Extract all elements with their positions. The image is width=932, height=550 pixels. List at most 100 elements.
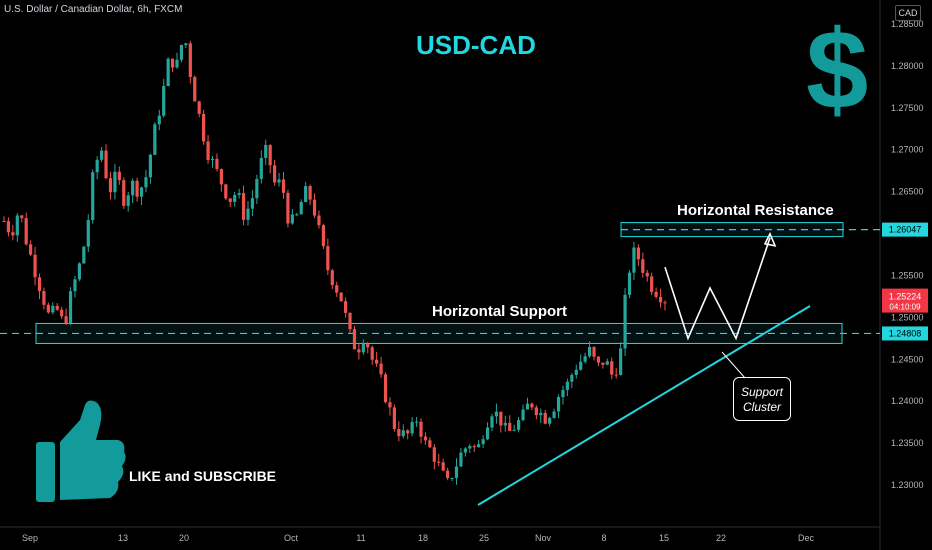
candle-body bbox=[366, 343, 370, 348]
candle-body bbox=[215, 158, 219, 170]
candle-body bbox=[490, 416, 494, 428]
candle-body bbox=[623, 294, 627, 349]
candle-body bbox=[379, 363, 383, 375]
candle-body bbox=[188, 43, 192, 77]
candle-body bbox=[312, 199, 317, 216]
candles-group bbox=[2, 40, 667, 485]
candle-body bbox=[397, 429, 401, 437]
candle-body bbox=[286, 192, 290, 224]
forecast-path bbox=[664, 237, 771, 341]
candle-body bbox=[423, 436, 428, 441]
candle-body bbox=[401, 430, 405, 437]
candle-body bbox=[468, 446, 472, 449]
cluster-line2: Cluster bbox=[742, 400, 781, 414]
x-tick-label: 13 bbox=[118, 533, 128, 543]
candle-body bbox=[530, 403, 534, 408]
candle-body bbox=[99, 150, 104, 160]
candle-body bbox=[650, 276, 654, 292]
candle-body bbox=[352, 329, 357, 350]
candle-body bbox=[348, 312, 352, 330]
resistance-price-tag: 1.26047 bbox=[889, 225, 922, 235]
candle-body bbox=[210, 158, 215, 160]
candle-body bbox=[60, 309, 64, 317]
candle-body bbox=[273, 165, 277, 183]
candle-body bbox=[170, 58, 175, 68]
candle-body bbox=[82, 246, 86, 264]
thumb-hand bbox=[60, 400, 126, 500]
candle-body bbox=[641, 259, 645, 273]
candle-body bbox=[459, 452, 463, 467]
y-tick-label: 1.23500 bbox=[891, 438, 924, 448]
candle-body bbox=[406, 430, 410, 434]
support-label: Horizontal Support bbox=[432, 303, 567, 320]
candle-body bbox=[224, 184, 228, 199]
candle-body bbox=[321, 225, 326, 247]
candle-body bbox=[392, 407, 396, 430]
x-tick-label: 15 bbox=[659, 533, 669, 543]
forecast-arrowhead bbox=[763, 231, 777, 247]
candle-body bbox=[343, 301, 348, 313]
candle-body bbox=[68, 291, 73, 324]
candle-body bbox=[525, 403, 530, 410]
chart-overlay-title: USD-CAD bbox=[416, 30, 536, 60]
candle-body bbox=[330, 270, 334, 286]
candle-body bbox=[2, 220, 6, 222]
candle-body bbox=[432, 447, 436, 462]
y-tick-label: 1.28000 bbox=[891, 61, 924, 71]
candle-body bbox=[375, 359, 379, 364]
y-tick-label: 1.25500 bbox=[891, 270, 924, 280]
candle-body bbox=[304, 186, 308, 203]
candle-body bbox=[126, 195, 130, 206]
thumb-cuff bbox=[36, 442, 55, 502]
candle-body bbox=[64, 316, 68, 324]
candle-body bbox=[517, 420, 521, 430]
symbol-header: U.S. Dollar / Canadian Dollar, 6h, FXCM bbox=[4, 4, 183, 15]
candle-body bbox=[596, 356, 601, 363]
candle-body bbox=[122, 180, 126, 206]
candle-body bbox=[268, 144, 272, 166]
candle-body bbox=[131, 180, 135, 196]
x-tick-label: Nov bbox=[535, 533, 552, 543]
candle-body bbox=[565, 381, 570, 390]
candle-body bbox=[51, 305, 55, 313]
cluster-line1: Support bbox=[740, 385, 784, 399]
current-price-tag: 1.25224 bbox=[889, 292, 922, 302]
candle-body bbox=[37, 277, 42, 292]
candle-body bbox=[654, 291, 658, 297]
x-tick-label: 22 bbox=[716, 533, 726, 543]
x-tick-label: 20 bbox=[179, 533, 189, 543]
current-price-tag-bg bbox=[882, 288, 928, 313]
candle-body bbox=[24, 218, 28, 245]
candle-body bbox=[91, 172, 95, 221]
x-tick-label: 11 bbox=[356, 533, 365, 543]
candle-body bbox=[104, 150, 108, 179]
candle-body bbox=[184, 43, 188, 46]
candle-body bbox=[614, 374, 618, 376]
support-cluster-callout: Support Cluster bbox=[733, 377, 791, 421]
candle-body bbox=[658, 296, 663, 303]
candle-body bbox=[610, 361, 614, 375]
y-tick-label: 1.25000 bbox=[891, 312, 924, 322]
candle-body bbox=[148, 154, 152, 178]
currency-button[interactable]: CAD bbox=[895, 5, 921, 21]
candle-body bbox=[299, 202, 303, 215]
countdown-tag: 04:10:09 bbox=[889, 303, 921, 312]
candle-body bbox=[605, 361, 609, 365]
candle-body bbox=[117, 171, 121, 181]
candle-body bbox=[46, 304, 50, 313]
x-tick-label: Oct bbox=[284, 533, 299, 543]
candle-body bbox=[237, 193, 241, 195]
x-tick-label: Sep bbox=[22, 533, 38, 543]
support-price-tag-bg bbox=[882, 326, 928, 341]
candle-body bbox=[383, 374, 388, 403]
candle-body bbox=[317, 215, 321, 226]
candle-body bbox=[42, 291, 46, 305]
support-price-tag: 1.24808 bbox=[889, 328, 922, 338]
candle-body bbox=[636, 247, 640, 260]
candle-body bbox=[246, 208, 250, 220]
candle-body bbox=[512, 429, 516, 431]
candle-body bbox=[494, 411, 499, 417]
candle-body bbox=[108, 178, 113, 193]
